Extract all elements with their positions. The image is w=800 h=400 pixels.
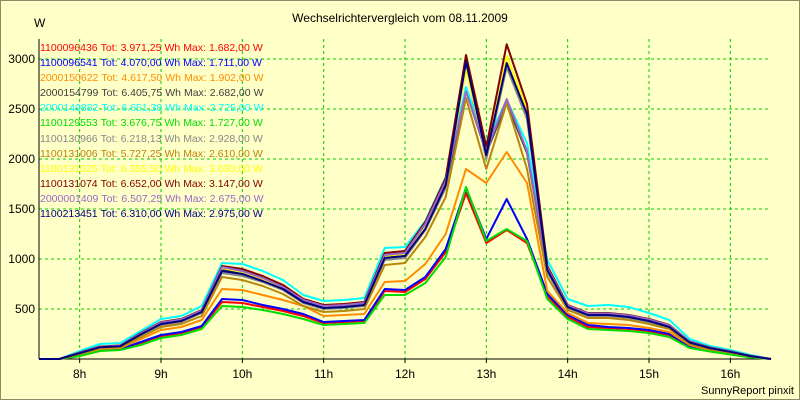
legend-entry-2000150622: 2000150622 Tot: 4.617,50 Wh Max: 1.902,00 W xyxy=(40,72,264,85)
series-line-2000001409 xyxy=(39,90,772,360)
y-axis-unit-label: W xyxy=(34,16,46,30)
legend-entry-1100131074: 1100131074 Tot: 6.652,00 Wh Max: 3.147,00 W xyxy=(40,177,263,190)
series-line-1100096541 xyxy=(39,187,772,360)
legend: 1100096436 Tot: 3.971,25 Wh Max: 1.682,00 W 110… xyxy=(40,41,267,222)
legend-entry-1100130966: 1100130966 Tot: 6.218,13 Wh Max: 2.928,00 W xyxy=(40,132,263,145)
series-line-1100131006 xyxy=(39,97,772,360)
x-tick-label: 8h xyxy=(73,367,86,381)
series-line-1100213451 xyxy=(39,60,772,360)
y-tick-label: 2500 xyxy=(8,102,35,116)
series-line-2000149882 xyxy=(39,86,772,360)
x-tick-label: 11h xyxy=(314,367,333,381)
legend-entry-1100213451: 1100213451 Tot: 6.310,00 Wh Max: 2.975,00 W xyxy=(40,208,263,221)
y-tick-label: 3000 xyxy=(8,52,35,66)
y-tick-label: 2000 xyxy=(8,152,35,166)
chart-title: Wechselrichtervergleich vom 08.11.2009 xyxy=(292,11,508,25)
footer-credit: SunnyReport pinxit xyxy=(701,385,794,397)
legend-entry-1100131006: 1100131006 Tot: 5.727,25 Wh Max: 2.610,00 W xyxy=(40,147,263,160)
legend-entry-1100129553: 1100129553 Tot: 3.676,75 Wh Max: 1.727,00 W xyxy=(40,117,263,130)
legend-entry-1100096436: 1100096436 Tot: 3.971,25 Wh Max: 1.682,00 W xyxy=(40,42,263,54)
x-tick-label: 12h xyxy=(395,367,415,381)
y-tick-label: 1000 xyxy=(8,252,35,266)
legend-entry-1100096541: 1100096541 Tot: 4.070,00 Wh Max: 1.711,00 W xyxy=(40,57,262,70)
x-tick-label: 10h xyxy=(232,367,252,381)
x-tick-label: 16h xyxy=(720,367,740,381)
series-line-1100129553 xyxy=(39,186,772,360)
legend-entry-2000001409: 2000001409 Tot: 6.507,25 Wh Max: 2.675,00 W xyxy=(40,192,264,205)
x-tick-label: 13h xyxy=(476,367,496,381)
legend-entry-1100131025: 1100131025 Tot: 6.355,50 Wh Max: 3.030,00 W xyxy=(40,162,263,175)
legend-entry-2000154799: 2000154799 Tot: 6.405,75 Wh Max: 2.682,00 W xyxy=(40,87,264,100)
axis-layer: 500 1000 1500 2000 2500 3000 8h 9h 10h 11h 12h 13h 1… xyxy=(8,39,771,381)
legend-entry-2000149882: 2000149882 Tot: 6.651,38 Wh Max: 2.725,00 W xyxy=(40,102,264,115)
x-tick-label: 14h xyxy=(558,367,578,381)
y-tick-label: 500 xyxy=(15,302,35,316)
x-tick-label: 15h xyxy=(639,367,659,381)
series-line-2000150622 xyxy=(39,151,772,360)
y-tick-label: 1500 xyxy=(8,202,35,216)
series-layer xyxy=(39,43,772,360)
x-tick-label: 9h xyxy=(154,367,167,381)
